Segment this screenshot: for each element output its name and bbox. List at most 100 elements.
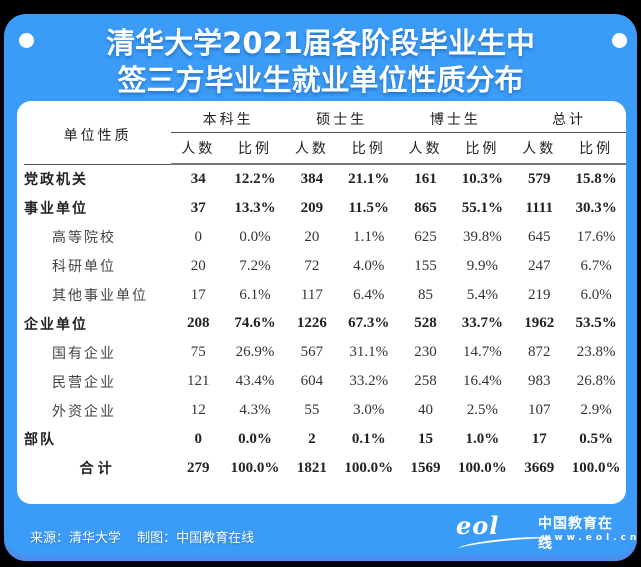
- cell-ratio: 39.8%: [463, 228, 502, 245]
- cell-ratio: 6.1%: [239, 286, 271, 303]
- cell-ratio: 100.0%: [458, 459, 507, 476]
- sub-header-ratio: 比例: [452, 132, 513, 165]
- sub-header-count: 人数: [284, 132, 339, 165]
- decorative-dot-right: [612, 33, 627, 48]
- cell-ratio: 6.0%: [580, 286, 612, 303]
- sub-header-ratio: 比例: [338, 132, 399, 165]
- cell-ratio: 0.5%: [579, 430, 613, 447]
- sub-header-ratio: 比例: [566, 132, 626, 165]
- cell-ratio: 30.3%: [575, 199, 617, 216]
- cell-count: 604: [300, 373, 324, 390]
- cell-ratio: 6.4%: [353, 286, 385, 303]
- cell-count: 983: [527, 373, 551, 390]
- table-row: 其他事业单位 17 6.1% 117 6.4% 85 5.4% 219 6.0%: [24, 281, 626, 310]
- table-row: 科研单位 20 7.2% 72 4.0% 155 9.9% 247 6.7%: [24, 252, 626, 281]
- cell-count: 20: [190, 257, 206, 274]
- cell-count: 2: [308, 430, 316, 447]
- row-label: 高等院校: [52, 230, 116, 247]
- cell-count: 34: [190, 170, 206, 187]
- cell-ratio: 33.7%: [461, 315, 504, 332]
- cell-count: 161: [414, 170, 437, 187]
- cell-ratio: 7.2%: [239, 257, 271, 274]
- cell-count: 247: [527, 257, 551, 274]
- table-row: 企业单位 208 74.6% 1226 67.3% 528 33.7% 1962 53.5%: [24, 309, 626, 338]
- cell-count: 37: [190, 199, 206, 216]
- cell-ratio: 6.7%: [580, 257, 612, 274]
- cell-ratio: 55.1%: [461, 199, 504, 216]
- cell-ratio: 15.8%: [575, 170, 617, 187]
- row-label: 合计: [79, 461, 116, 478]
- cell-ratio: 4.3%: [239, 402, 271, 419]
- table-row: 党政机关 34 12.2% 384 21.1% 161 10.3% 579 15.8%: [24, 164, 626, 194]
- cell-count: 72: [304, 257, 320, 274]
- sub-header-count: 人数: [171, 132, 226, 165]
- cell-count: 107: [527, 402, 551, 419]
- row-label: 党政机关: [24, 172, 88, 189]
- cell-count: 121: [186, 373, 210, 390]
- cell-count: 872: [527, 344, 551, 361]
- cell-count: 865: [414, 199, 437, 216]
- page-title: 清华大学2021届各阶段毕业生中 签三方毕业生就业单位性质分布: [0, 25, 641, 99]
- cell-count: 208: [186, 315, 210, 332]
- decorative-dot-left: [19, 33, 34, 48]
- cell-ratio: 0.0%: [239, 228, 271, 245]
- cell-ratio: 23.8%: [576, 344, 616, 361]
- cell-ratio: 10.3%: [461, 170, 504, 187]
- cell-ratio: 100.0%: [230, 459, 280, 476]
- cell-ratio: 4.0%: [353, 257, 385, 274]
- table-row: 民营企业 121 43.4% 604 33.2% 258 16.4% 983 26.8%: [24, 367, 626, 396]
- cell-count: 12: [190, 402, 206, 419]
- cell-count: 20: [304, 228, 320, 245]
- cell-ratio: 1.0%: [465, 430, 500, 447]
- row-label: 企业单位: [24, 316, 88, 333]
- cell-count: 1569: [410, 459, 441, 476]
- title-line-2: 签三方毕业生就业单位性质分布: [117, 63, 524, 97]
- row-label: 科研单位: [52, 259, 116, 276]
- eol-logo: eol 中国教育在线 www.eol.cn: [456, 509, 636, 554]
- cell-count: 625: [414, 228, 437, 245]
- cell-ratio: 67.3%: [348, 315, 390, 332]
- cell-ratio: 33.2%: [349, 373, 389, 390]
- footer: 来源：清华大学 制图：中国教育在线: [30, 527, 266, 546]
- cell-count: 528: [414, 315, 437, 332]
- cell-count: 258: [414, 373, 437, 390]
- cell-ratio: 16.4%: [463, 373, 502, 390]
- cell-ratio: 74.6%: [234, 315, 276, 332]
- cell-count: 117: [300, 286, 323, 303]
- cell-ratio: 9.9%: [466, 257, 499, 274]
- employment-table: 单位性质 本科生 硕士生 博士生 总计 人数 比例 人数 比例 人数 比例 人数…: [24, 106, 626, 483]
- cell-count: 155: [414, 257, 437, 274]
- cell-ratio: 2.9%: [580, 402, 612, 419]
- cell-ratio: 26.9%: [235, 344, 275, 361]
- cell-count: 645: [527, 228, 551, 245]
- cell-ratio: 43.4%: [235, 373, 275, 390]
- cell-ratio: 0.0%: [238, 430, 272, 447]
- logo-url: www.eol.cn: [542, 533, 641, 543]
- table-row: 事业单位 37 13.3% 209 11.5% 865 55.1% 1111 30.3%: [24, 194, 626, 223]
- cell-count: 17: [531, 430, 547, 447]
- cell-count: 0: [194, 228, 202, 245]
- title-line-1: 清华大学2021届各阶段毕业生中: [106, 26, 535, 60]
- group-header-doctor: 博士生: [398, 106, 513, 133]
- cell-ratio: 2.5%: [466, 402, 499, 419]
- cell-count: 75: [190, 344, 206, 361]
- cell-count: 384: [300, 170, 324, 187]
- cell-ratio: 17.6%: [576, 228, 616, 245]
- table-row: 高等院校 0 0.0% 20 1.1% 625 39.8% 645 17.6%: [24, 223, 626, 252]
- group-header-undergrad: 本科生: [171, 106, 285, 133]
- corner-label: 单位性质: [24, 106, 172, 165]
- cell-count: 17: [190, 286, 206, 303]
- cell-ratio: 26.8%: [576, 373, 616, 390]
- cell-count: 40: [418, 402, 434, 419]
- table-row: 国有企业 75 26.9% 567 31.1% 230 14.7% 872 23.8%: [24, 338, 626, 367]
- cell-count: 279: [186, 459, 210, 476]
- cell-ratio: 53.5%: [575, 315, 617, 332]
- cell-count: 15: [418, 430, 434, 447]
- sub-header-ratio: 比例: [225, 132, 285, 165]
- cell-count: 230: [414, 344, 437, 361]
- cell-ratio: 3.0%: [353, 402, 385, 419]
- cell-count: 1821: [296, 459, 327, 476]
- chart-by-label: 制图：中国教育在线: [137, 531, 255, 546]
- cell-ratio: 14.7%: [463, 344, 502, 361]
- sub-header-count: 人数: [398, 132, 453, 165]
